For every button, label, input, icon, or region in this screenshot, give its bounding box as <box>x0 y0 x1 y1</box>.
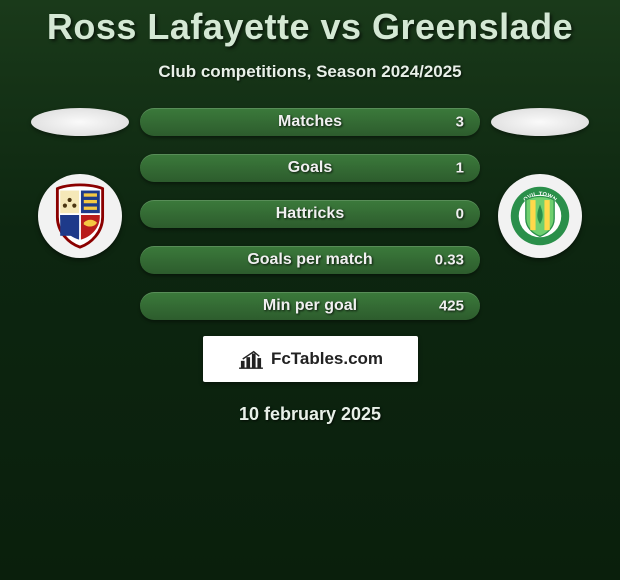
stat-label: Min per goal <box>263 297 357 315</box>
stat-value: 1 <box>456 160 464 177</box>
bar-chart-icon <box>237 348 265 370</box>
source-logo[interactable]: FcTables.com <box>203 336 418 382</box>
infographic-root: Ross Lafayette vs Greenslade Club compet… <box>0 0 620 580</box>
subtitle: Club competitions, Season 2024/2025 <box>0 62 620 82</box>
right-club-badge: OVIL TOWN HIEVE BY UNI <box>498 174 582 258</box>
stat-value: 0.33 <box>435 252 464 269</box>
page-title: Ross Lafayette vs Greenslade <box>0 0 620 48</box>
shield-icon <box>51 183 109 249</box>
stat-label: Matches <box>278 113 342 131</box>
crest-icon: OVIL TOWN HIEVE BY UNI <box>509 185 571 247</box>
stat-value: 0 <box>456 206 464 223</box>
date-text: 10 february 2025 <box>0 404 620 425</box>
stat-bar-gpm: Goals per match 0.33 <box>140 246 480 274</box>
stat-bar-hattricks: Hattricks 0 <box>140 200 480 228</box>
stat-label: Goals <box>288 159 332 177</box>
left-column <box>28 108 133 258</box>
logo-text: FcTables.com <box>271 349 383 369</box>
stat-label: Goals per match <box>247 251 372 269</box>
stat-label: Hattricks <box>276 205 344 223</box>
right-ellipse-marker <box>491 108 589 136</box>
stat-value: 425 <box>439 298 464 315</box>
left-ellipse-marker <box>31 108 129 136</box>
stat-bar-matches: Matches 3 <box>140 108 480 136</box>
right-column: OVIL TOWN HIEVE BY UNI <box>488 108 593 258</box>
main-row: Matches 3 Goals 1 Hattricks 0 Goals per … <box>0 108 620 320</box>
left-club-badge <box>38 174 122 258</box>
stat-bar-mpg: Min per goal 425 <box>140 292 480 320</box>
stat-bar-goals: Goals 1 <box>140 154 480 182</box>
stat-value: 3 <box>456 114 464 131</box>
stats-column: Matches 3 Goals 1 Hattricks 0 Goals per … <box>133 108 488 320</box>
